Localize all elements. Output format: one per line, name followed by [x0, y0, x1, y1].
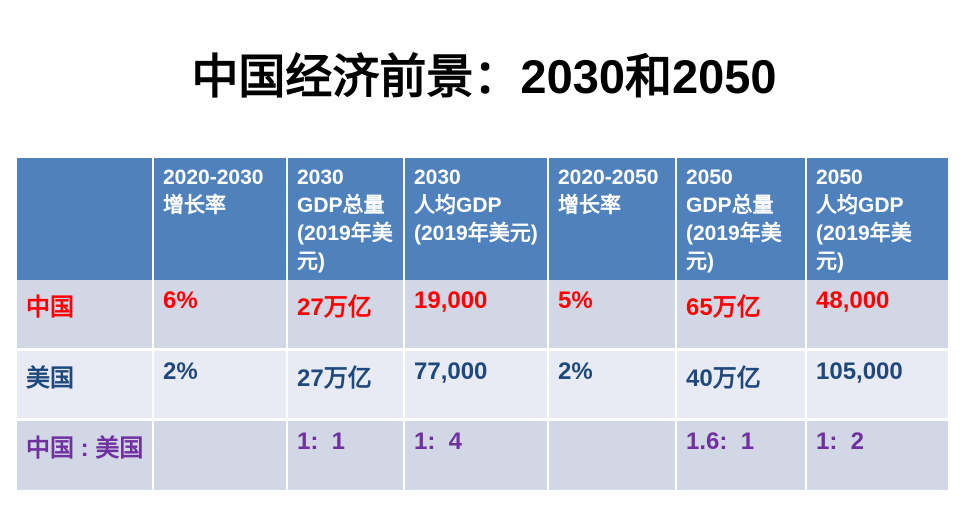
row-label-china-usa-ratio: 中国 : 美国: [17, 419, 154, 490]
table-cell: 65万亿: [676, 279, 807, 352]
column-header-2020-2030-growth: 2020-2030 增长率: [153, 158, 288, 280]
table-cell: 1: 1: [287, 419, 405, 490]
table-cell: [153, 419, 288, 490]
economy-comparison-table: 2020-2030 增长率 2030 GDP总量 (2019年美 元) 2030…: [17, 158, 948, 490]
table-cell: 1.6: 1: [676, 419, 807, 490]
table-cell: 27万亿: [287, 349, 405, 422]
column-header-2050-gdp-total: 2050 GDP总量 (2019年美 元): [676, 158, 807, 280]
row-label-china: 中国: [17, 279, 154, 352]
table-cell: 77,000: [404, 349, 549, 422]
column-header-2030-gdp-per-capita: 2030 人均GDP (2019年美元): [404, 158, 549, 280]
table-header-row: 2020-2030 增长率 2030 GDP总量 (2019年美 元) 2030…: [17, 158, 948, 280]
table-cell: 6%: [153, 279, 288, 352]
column-header-2030-gdp-total: 2030 GDP总量 (2019年美 元): [287, 158, 405, 280]
table-cell: 5%: [548, 279, 677, 352]
table-cell: 40万亿: [676, 349, 807, 422]
table-cell: 105,000: [806, 349, 948, 422]
table-cell: 27万亿: [287, 279, 405, 352]
slide-title: 中国经济前景：2030和2050: [191, 50, 777, 103]
table-cell: 48,000: [806, 279, 948, 352]
table-cell: 2%: [548, 349, 677, 422]
table-cell: [548, 419, 677, 490]
table-cell: 1: 2: [816, 428, 865, 456]
column-header-2050-gdp-per-capita: 2050 人均GDP (2019年美 元): [806, 158, 948, 280]
table-cell: 19,000: [404, 279, 549, 352]
column-header-2020-2050-growth: 2020-2050 增长率: [548, 158, 677, 280]
table-row-china-usa-ratio: 中国 : 美国 1: 1 1: 4 1.6: 1 1: 2: [17, 419, 948, 490]
table-row-china: 中国 6% 27万亿 19,000 5% 65万亿 48,000: [17, 279, 948, 352]
row-label-usa: 美国: [17, 349, 154, 422]
table-cell: 1: 4: [404, 419, 549, 490]
table-cell: 2%: [153, 349, 288, 422]
column-header-blank: [17, 158, 154, 280]
table-row-usa: 美国 2% 27万亿 77,000 2% 40万亿 105,000: [17, 349, 948, 422]
